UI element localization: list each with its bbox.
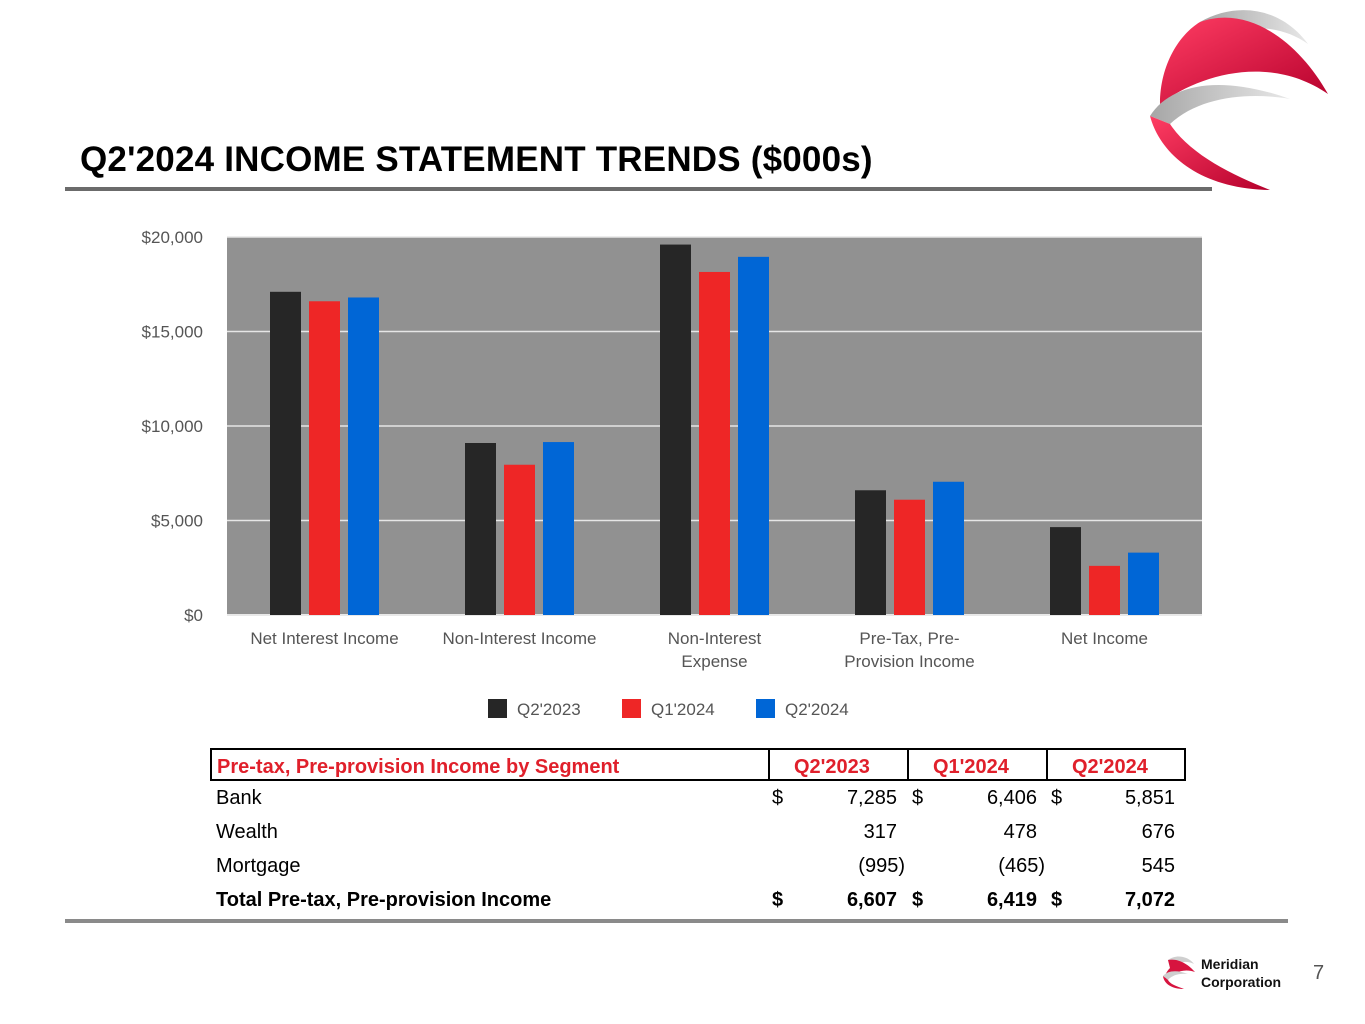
bar (465, 443, 496, 615)
y-tick-label: $0 (184, 606, 203, 625)
x-tick-label: Non-Interest (668, 629, 762, 648)
dollar-sign: $ (1051, 889, 1063, 911)
bar (894, 499, 925, 615)
table-header-label: Pre-tax, Pre-provision Income by Segment (217, 756, 620, 778)
table-row: Wealth 317 478 676 (210, 815, 1186, 849)
col-header-q2-2024: Q2'2024 (1072, 756, 1148, 778)
bar (309, 301, 340, 615)
y-tick-label: $15,000 (142, 323, 203, 342)
dollar-sign: $ (912, 889, 924, 911)
dollar-sign: $ (1051, 787, 1063, 809)
header-separator (1046, 750, 1048, 779)
bar (660, 244, 691, 615)
value-q2-2023: 7,285 (846, 787, 897, 809)
value-q1-2024: 478 (1003, 821, 1037, 843)
legend-swatch (622, 699, 641, 718)
bar (1128, 552, 1159, 615)
row-label: Wealth (216, 821, 278, 843)
bar (855, 490, 886, 615)
value-q2-2024: 545 (1141, 855, 1175, 877)
page-number: 7 (1313, 962, 1325, 984)
value-q2-2024: 5,851 (1124, 787, 1175, 809)
bottom-divider (65, 919, 1288, 923)
bar (504, 464, 535, 615)
dollar-sign: $ (772, 889, 784, 911)
brand-logo-icon (1150, 10, 1328, 190)
col-header-q2-2023: Q2'2023 (794, 756, 870, 778)
bar (699, 271, 730, 615)
table-row: Bank $7,285 $6,406 $5,851 (210, 781, 1186, 815)
x-tick-label: Provision Income (844, 652, 974, 671)
value-q1-2024: (465) (998, 855, 1045, 877)
table-row: Mortgage (995) (465) 545 (210, 849, 1186, 883)
row-label: Bank (216, 787, 262, 809)
x-tick-label: Non-Interest Income (442, 629, 596, 648)
bar (543, 442, 574, 615)
dollar-sign: $ (772, 787, 784, 809)
company-name: Meridian Corporation (1201, 955, 1281, 991)
bar (348, 297, 379, 615)
x-tick-label: Net Income (1061, 629, 1148, 648)
bar (738, 256, 769, 615)
legend-label: Q1'2024 (651, 700, 715, 719)
bar (1050, 527, 1081, 615)
bar (1089, 565, 1120, 615)
row-label: Total Pre-tax, Pre-provision Income (216, 889, 552, 911)
legend-label: Q2'2023 (517, 700, 581, 719)
y-tick-label: $10,000 (142, 417, 203, 436)
value-q2-2023: 317 (863, 821, 897, 843)
header-separator (907, 750, 909, 779)
row-label: Mortgage (216, 855, 301, 877)
value-q2-2023: (995) (858, 855, 905, 877)
legend-swatch (756, 699, 775, 718)
dollar-sign: $ (912, 787, 924, 809)
table-row: Total Pre-tax, Pre-provision Income $6,60… (210, 883, 1186, 917)
table-header: Pre-tax, Pre-provision Income by Segment… (210, 748, 1186, 781)
income-trends-chart: $0 $5,000 $10,000 $15,000 $20,000 Net Interes… (142, 228, 1202, 719)
y-tick-label: $5,000 (151, 512, 203, 531)
company-name-line2: Corporation (1201, 974, 1282, 990)
bar (933, 481, 964, 615)
value-q1-2024: 6,419 (986, 889, 1037, 911)
company-name-line1: Meridian (1201, 956, 1259, 972)
x-tick-label: Expense (681, 652, 747, 671)
bar (270, 291, 301, 615)
col-header-q1-2024: Q1'2024 (933, 756, 1009, 778)
value-q2-2024: 676 (1141, 821, 1175, 843)
value-q2-2024: 7,072 (1124, 889, 1175, 911)
footer-logo-icon (1163, 956, 1195, 989)
segment-income-table: Pre-tax, Pre-provision Income by Segment… (210, 748, 1186, 917)
table-body: Bank $7,285 $6,406 $5,851 Wealth 317 478 676 Mor… (210, 781, 1186, 917)
title-divider (65, 187, 1212, 191)
header-separator (768, 750, 770, 779)
x-tick-label: Pre-Tax, Pre- (859, 629, 959, 648)
x-tick-label: Net Interest Income (250, 629, 398, 648)
legend-label: Q2'2024 (785, 700, 849, 719)
y-tick-label: $20,000 (142, 228, 203, 247)
legend-swatch (488, 699, 507, 718)
value-q1-2024: 6,406 (986, 787, 1037, 809)
value-q2-2023: 6,607 (846, 889, 897, 911)
slide-title: Q2'2024 INCOME STATEMENT TRENDS ($000s) (80, 140, 873, 179)
